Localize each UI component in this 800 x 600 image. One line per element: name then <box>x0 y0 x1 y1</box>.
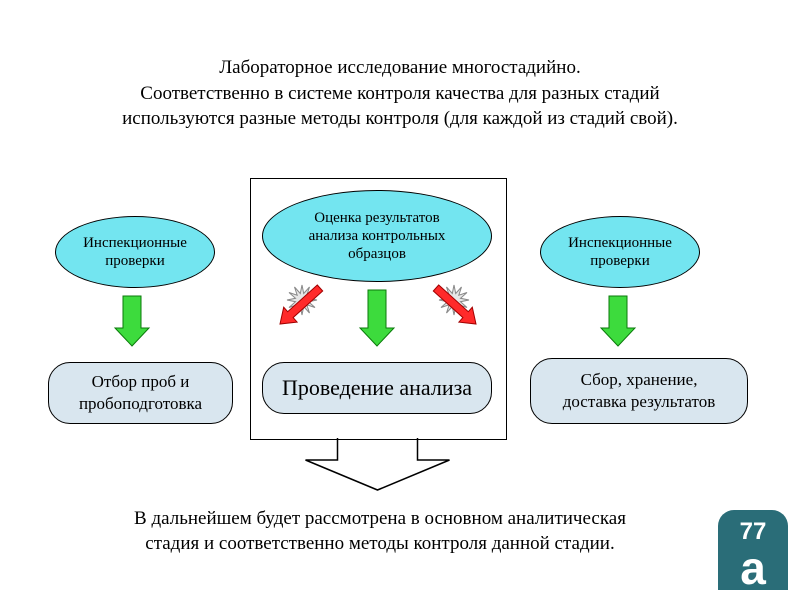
box-label: Отбор проб ипробоподготовка <box>79 371 202 415</box>
logo-glyph: a <box>718 548 788 588</box>
box-label: Проведение анализа <box>282 374 472 403</box>
box-analysis: Проведение анализа <box>262 362 492 414</box>
footer-text: В дальнейшем будет рассмотрена в основно… <box>80 506 680 557</box>
ellipse-label: Инспекционныепроверки <box>568 234 672 270</box>
box-storage-delivery: Сбор, хранение,доставка результатов <box>530 358 748 424</box>
box-sampling: Отбор проб ипробоподготовка <box>48 362 233 424</box>
ellipse-inspection-left: Инспекционныепроверки <box>55 216 215 288</box>
page-number-badge: 77 a <box>718 510 788 590</box>
heading-text: Лабораторное исследование многостадийно.… <box>25 55 775 132</box>
green-arrow <box>115 296 149 346</box>
ellipse-label: Оценка результатованализа контрольныхобр… <box>309 209 446 263</box>
ellipse-inspection-right: Инспекционныепроверки <box>540 216 700 288</box>
frame-down-arrow <box>306 438 450 490</box>
ellipse-label: Инспекционныепроверки <box>83 234 187 270</box>
box-label: Сбор, хранение,доставка результатов <box>563 369 716 413</box>
ellipse-assessment-center: Оценка результатованализа контрольныхобр… <box>262 190 492 282</box>
green-arrow <box>601 296 635 346</box>
